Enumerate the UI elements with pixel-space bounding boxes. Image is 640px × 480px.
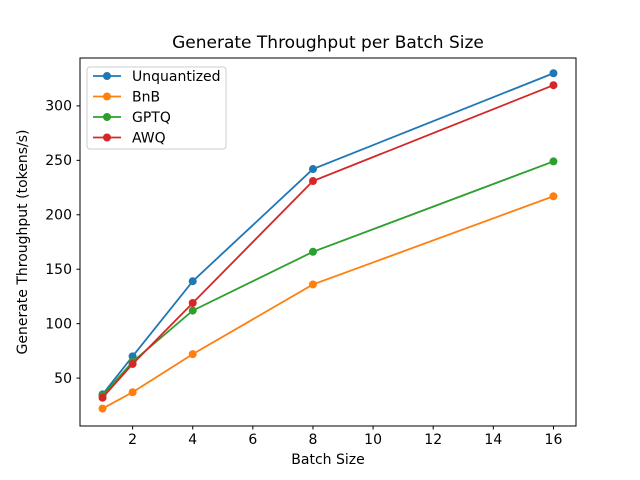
series-marker-gptq <box>308 247 317 256</box>
x-tick-label: 8 <box>309 432 318 448</box>
legend-label: AWQ <box>132 130 166 146</box>
legend-label: GPTQ <box>132 110 171 126</box>
legend: Unquantized BnB GPTQ AWQ <box>86 66 227 150</box>
y-axis-label: Generate Throughput (tokens/s) <box>15 130 31 355</box>
series-marker-awq <box>98 393 107 402</box>
chart-title: Generate Throughput per Batch Size <box>172 33 484 53</box>
x-tick-label: 10 <box>364 432 382 448</box>
x-tick-label: 16 <box>545 432 563 448</box>
series-marker-bnb <box>188 350 197 359</box>
series-marker-unquantized <box>308 165 317 174</box>
y-tick-label: 150 <box>45 262 72 278</box>
x-axis-label: Batch Size <box>291 452 364 468</box>
series-marker-awq <box>308 177 317 186</box>
series-marker-bnb <box>308 280 317 289</box>
y-tick-label: 250 <box>45 153 72 169</box>
series-marker-bnb <box>98 404 107 413</box>
legend-box <box>86 66 227 150</box>
series-marker-awq <box>128 359 137 368</box>
series-marker-awq <box>549 81 558 90</box>
y-tick-label: 300 <box>45 99 72 115</box>
legend-swatch-marker <box>103 72 111 80</box>
legend-label: Unquantized <box>132 69 221 85</box>
x-tick-label: 2 <box>128 432 137 448</box>
series-marker-bnb <box>549 192 558 201</box>
y-tick-label: 200 <box>45 208 72 224</box>
y-tick-label: 50 <box>54 371 72 387</box>
legend-swatch-marker <box>103 133 111 142</box>
x-tick-label: 6 <box>248 432 257 448</box>
x-tick-label: 14 <box>484 432 502 448</box>
series-marker-unquantized <box>549 69 558 78</box>
series-marker-bnb <box>128 388 137 397</box>
x-tick-label: 4 <box>188 432 197 448</box>
legend-label: BnB <box>132 89 160 105</box>
legend-swatch-marker <box>103 113 111 121</box>
y-tick-label: 100 <box>45 316 72 332</box>
series-marker-gptq <box>549 157 558 166</box>
series-marker-gptq <box>188 306 197 315</box>
legend-swatch-marker <box>103 92 111 101</box>
x-tick-label: 12 <box>424 432 442 448</box>
series-marker-awq <box>188 298 197 307</box>
series-marker-unquantized <box>188 277 197 286</box>
